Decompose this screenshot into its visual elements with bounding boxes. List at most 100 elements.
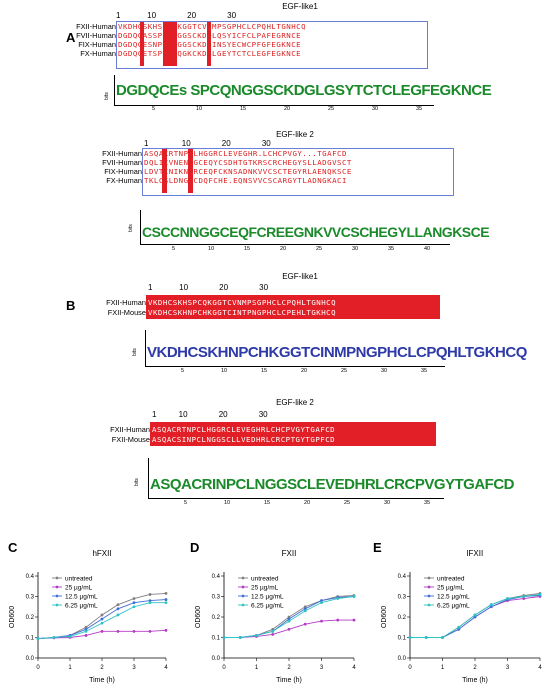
alignment-a1: FXII-Human VKDHCSKHSPCQKGGTCVNMPSGPHCLCPQ… xyxy=(58,22,306,58)
conserved-col xyxy=(163,22,177,66)
seq-label: FVII-Human xyxy=(76,31,116,40)
legend-label: 12.5 µg/mL xyxy=(65,594,98,601)
data-point xyxy=(457,627,461,631)
data-point xyxy=(148,599,152,602)
x-tick-label: 2 xyxy=(100,665,104,671)
legend-marker xyxy=(241,576,245,580)
seq: TKLCSLDNGDCDQFCHE.EQNSVVCSCARGYTLADNGKAC… xyxy=(144,176,347,185)
logo-x-axis xyxy=(114,105,434,106)
legend-marker xyxy=(55,594,59,598)
x-tick-label: 3 xyxy=(320,665,324,671)
data-point xyxy=(506,597,509,600)
chart-title: FXII xyxy=(282,549,297,558)
data-point xyxy=(164,592,168,595)
seq-label: FVII-Human xyxy=(102,158,142,167)
sequence-logo-b1: VKDHCSKHNPCHKGGTCINMPNGPHCLCPQHLTGKHCQ xyxy=(147,344,527,361)
sequence-logo-b2: ASQACRINPCLNGGSCLEVEDHRLCRCPVGYTGAFCD xyxy=(150,476,515,493)
data-point xyxy=(100,629,104,633)
x-tick-label: 4 xyxy=(164,665,168,671)
chart-title: hFXII xyxy=(92,549,111,558)
legend-label: untreated xyxy=(251,576,279,583)
data-point xyxy=(287,617,291,621)
x-tick-label: 0 xyxy=(222,665,226,671)
x-tick-label: 0 xyxy=(408,665,412,671)
egf1-title-b: EGF-like1 xyxy=(282,272,318,281)
data-point xyxy=(489,605,493,609)
data-point xyxy=(522,595,526,598)
logo-x-axis xyxy=(145,366,445,367)
data-point xyxy=(100,617,104,621)
legend-marker xyxy=(427,594,431,598)
conserved-col xyxy=(207,22,211,66)
y-tick-label: 0.0 xyxy=(26,656,35,662)
egf2-numbers-a: 1 10 20 30 xyxy=(144,139,271,148)
seq-label: FXII-Human xyxy=(106,297,146,307)
data-point xyxy=(132,601,136,605)
conserved-col xyxy=(162,149,167,193)
logo-ticks-b2: 5 10 15 20 25 30 35 xyxy=(184,500,431,506)
egf2-numbers-b: 1 10 20 30 xyxy=(152,410,268,419)
x-axis-label: Time (h) xyxy=(276,677,302,684)
data-point xyxy=(287,619,291,623)
x-tick-label: 1 xyxy=(68,665,72,671)
y-tick-label: 0.1 xyxy=(398,636,407,642)
y-axis-label: OD600 xyxy=(381,606,388,628)
legend-label: 6.25 µg/mL xyxy=(65,603,98,610)
sequence-logo-a2: CSCCNNGGCEQFCREEGNKVVCSCHEGYLLANGKSCE xyxy=(142,224,490,240)
data-point xyxy=(336,597,340,600)
data-point xyxy=(352,595,356,598)
logo-axis xyxy=(114,75,115,105)
logo-x-axis xyxy=(148,498,444,499)
alignment-b2: FXII-Human ASQACRTNPCLHGGRCLEVEGHRLCHCPVG… xyxy=(92,424,335,444)
chart-title: lFXII xyxy=(467,549,483,558)
y-tick-label: 0.0 xyxy=(398,656,407,662)
data-point xyxy=(84,634,88,637)
y-tick-label: 0.3 xyxy=(26,595,35,601)
y-tick-label: 0.2 xyxy=(212,615,221,621)
y-tick-label: 0.3 xyxy=(212,595,221,601)
y-tick-label: 0.1 xyxy=(212,636,221,642)
seq: DGDQCESNPCLNGGSCKDDINSYECWCPFGFEGKNCE xyxy=(118,40,302,49)
data-point xyxy=(148,601,152,605)
bits-label: bits xyxy=(104,92,110,100)
data-point xyxy=(36,637,40,640)
data-point xyxy=(320,601,323,605)
legend-label: 12.5 µg/mL xyxy=(437,594,470,601)
bits-label: bits xyxy=(134,478,140,486)
data-point xyxy=(271,633,275,636)
seq: VKDHCSKHSPCQKGGTCVNMPSGPHCLCPQHLTGNHCQ xyxy=(148,297,337,307)
x-axis-label: Time (h) xyxy=(89,677,115,684)
x-tick-label: 0 xyxy=(36,665,40,671)
legend-marker xyxy=(241,594,245,598)
identity-block-b1 xyxy=(146,295,440,319)
seq: ASQACRTNPCLHGGRCLEVEGHRLCHCPVGYTGAFCD xyxy=(152,424,336,434)
x-tick-label: 2 xyxy=(287,665,291,671)
data-point xyxy=(222,636,226,639)
data-point xyxy=(473,615,477,619)
legend-marker xyxy=(241,603,245,607)
alignment-box-a2 xyxy=(142,148,454,196)
data-point xyxy=(238,636,242,639)
seq: VKDHCSKHSPCQKGGTCVNMPSGPHCLCPQHLTGNHCQ xyxy=(118,22,307,31)
data-point xyxy=(116,613,120,617)
legend-label: 12.5 µg/mL xyxy=(251,594,284,601)
egf2-title-b: EGF-like 2 xyxy=(276,398,314,407)
data-point xyxy=(164,601,168,605)
data-point xyxy=(441,636,444,639)
data-point xyxy=(100,613,104,617)
data-point xyxy=(320,619,323,623)
bits-label: bits xyxy=(132,348,138,356)
y-tick-label: 0.4 xyxy=(26,574,35,580)
data-point xyxy=(116,607,120,611)
data-point xyxy=(148,629,152,633)
data-point xyxy=(164,598,168,601)
seq: VKDHCSKHNPCHKGGTCINTPNGPHCLCPEHLTGKHCQ xyxy=(148,307,337,317)
seq: DGDQCASSPCQNGGSCKDQLQSYICFCLPAFEGRNCE xyxy=(118,31,302,40)
panel-letter-e: E xyxy=(373,540,382,555)
data-point xyxy=(271,629,275,633)
egf1-numbers-a: 1 10 20 30 xyxy=(116,11,237,20)
legend-marker xyxy=(241,585,245,589)
legend-marker xyxy=(427,585,431,589)
seq-label: FXII-Human xyxy=(76,22,116,31)
